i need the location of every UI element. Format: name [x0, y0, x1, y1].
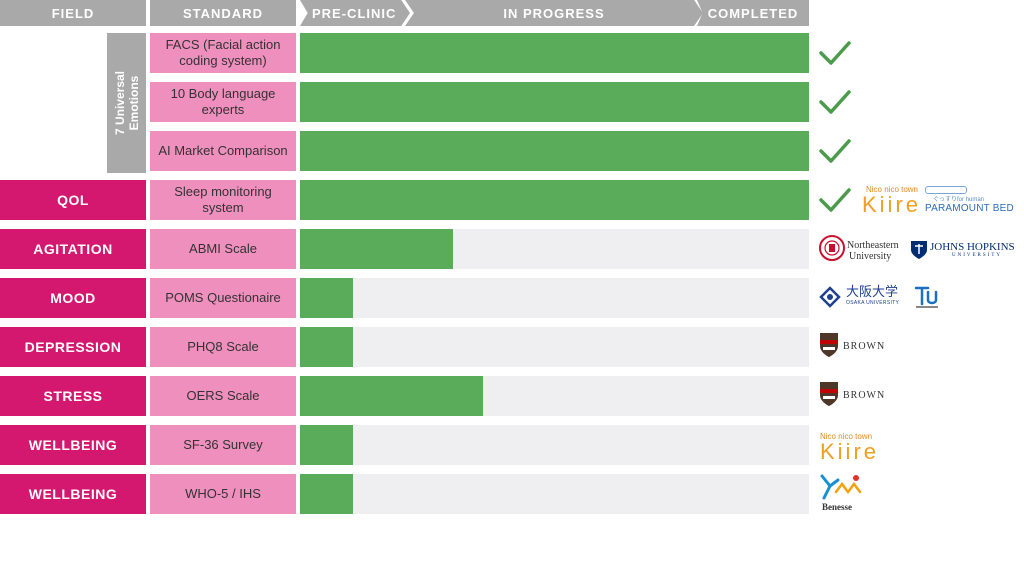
standard-cell: ABMI Scale — [150, 229, 296, 269]
paramount-bed-icon — [925, 186, 967, 194]
field-cell-agitation: AGITATION — [0, 229, 146, 269]
brown-shield-icon — [820, 333, 838, 357]
field-cell-qol: QOL — [0, 180, 146, 220]
progress-track — [300, 229, 809, 269]
standard-label: 10 Body language experts — [170, 86, 276, 117]
standard-cell: OERS Scale — [150, 376, 296, 416]
osaka-university-icon — [819, 286, 841, 308]
standard-label: OERS Scale — [186, 388, 260, 403]
standard-label: WHO-5 / IHS — [185, 486, 261, 501]
header-pre-clinic: PRE-CLINIC — [300, 0, 410, 26]
northeastern-line2: University — [849, 251, 892, 262]
check-icon — [819, 90, 851, 114]
progress-fill — [300, 131, 809, 171]
northeastern-logo: Northeastern University — [847, 240, 899, 262]
emotions-group-label: 7 Universal Emotions — [107, 33, 146, 173]
check-icon — [819, 188, 851, 212]
brown-shield-icon — [820, 382, 838, 406]
standard-label: Sleep monitoring system — [174, 184, 272, 215]
standard-cell: POMS Questionaire — [150, 278, 296, 318]
header-completed: COMPLETED — [697, 0, 809, 26]
paramount-bed-logo: ぐっすりfor human PARAMOUNT BED — [925, 186, 1021, 214]
kiire-wordmark: Kiire — [820, 439, 880, 464]
standard-cell: Sleep monitoring system — [150, 180, 296, 220]
brown-logo: BROWN — [843, 390, 886, 401]
progress-fill — [300, 425, 354, 465]
jhu-line1: JOHNS HOPKINS — [930, 241, 1015, 253]
northeastern-seal-icon — [819, 235, 845, 261]
brown-logo: BROWN — [843, 341, 886, 352]
progress-track — [300, 82, 809, 122]
check-icon — [819, 41, 851, 65]
progress-track — [300, 425, 809, 465]
osaka-university-logo: 大阪大学 OSAKA UNIVERSITY — [846, 285, 900, 307]
progress-track — [300, 180, 809, 220]
group-label-line1: 7 Universal — [112, 70, 127, 136]
standard-label: POMS Questionaire — [165, 290, 281, 305]
partner-logo-icon — [914, 286, 938, 308]
paramount-tagline: ぐっすりfor human — [933, 197, 985, 203]
kiire-tagline: Nico nico town — [865, 185, 919, 194]
standard-label: SF-36 Survey — [183, 437, 263, 452]
progress-track — [300, 131, 809, 171]
field-cell-wellbeing: WELLBEING — [0, 474, 146, 514]
group-label-line2: Emotions — [126, 75, 141, 131]
standard-label: ABMI Scale — [189, 241, 257, 256]
field-cell-wellbeing: WELLBEING — [0, 425, 146, 465]
progress-track — [300, 376, 809, 416]
osaka-line2: OSAKA UNIVERSITY — [846, 300, 900, 306]
progress-fill — [300, 82, 809, 122]
benesse-logo-icon — [820, 474, 862, 500]
field-cell-depression: DEPRESSION — [0, 327, 146, 367]
jhu-logo: JOHNS HOPKINS UNIVERSITY — [930, 241, 1015, 258]
progress-fill — [300, 180, 809, 220]
kiire-tagline: Nico nico town — [820, 432, 873, 441]
header-field: FIELD — [0, 0, 146, 26]
northeastern-line1: Northeastern — [847, 240, 899, 251]
header-standard: STANDARD — [150, 0, 296, 26]
header-in-progress: IN PROGRESS — [405, 0, 703, 26]
standard-cell: 10 Body language experts — [150, 82, 296, 122]
standard-cell: PHQ8 Scale — [150, 327, 296, 367]
progress-fill — [300, 327, 354, 367]
field-cell-mood: MOOD — [0, 278, 146, 318]
check-icon — [819, 139, 851, 163]
progress-fill — [300, 33, 809, 73]
paramount-wordmark: PARAMOUNT BED — [925, 203, 1014, 214]
field-cell-stress: STRESS — [0, 376, 146, 416]
standard-label: FACS (Facial action coding system) — [165, 37, 281, 68]
jhu-line2: UNIVERSITY — [952, 253, 1002, 258]
standard-label: PHQ8 Scale — [187, 339, 259, 354]
progress-fill — [300, 376, 484, 416]
kiire-logo: Nico nico town Kiire — [862, 185, 922, 216]
progress-fill — [300, 474, 354, 514]
progress-fill — [300, 278, 354, 318]
standard-cell: FACS (Facial action coding system) — [150, 33, 296, 73]
standard-cell: WHO-5 / IHS — [150, 474, 296, 514]
osaka-line1: 大阪大学 — [846, 285, 899, 300]
progress-track — [300, 33, 809, 73]
standard-cell: AI Market Comparison — [150, 131, 296, 171]
progress-fill — [300, 229, 453, 269]
jhu-shield-icon — [911, 241, 927, 259]
kiire-wordmark: Kiire — [862, 192, 922, 217]
progress-track — [300, 327, 809, 367]
standard-label: AI Market Comparison — [158, 143, 288, 158]
standard-cell: SF-36 Survey — [150, 425, 296, 465]
benesse-wordmark: Benesse — [822, 502, 852, 512]
progress-track — [300, 278, 809, 318]
kiire-logo: Nico nico town Kiire — [820, 432, 882, 463]
progress-track — [300, 474, 809, 514]
